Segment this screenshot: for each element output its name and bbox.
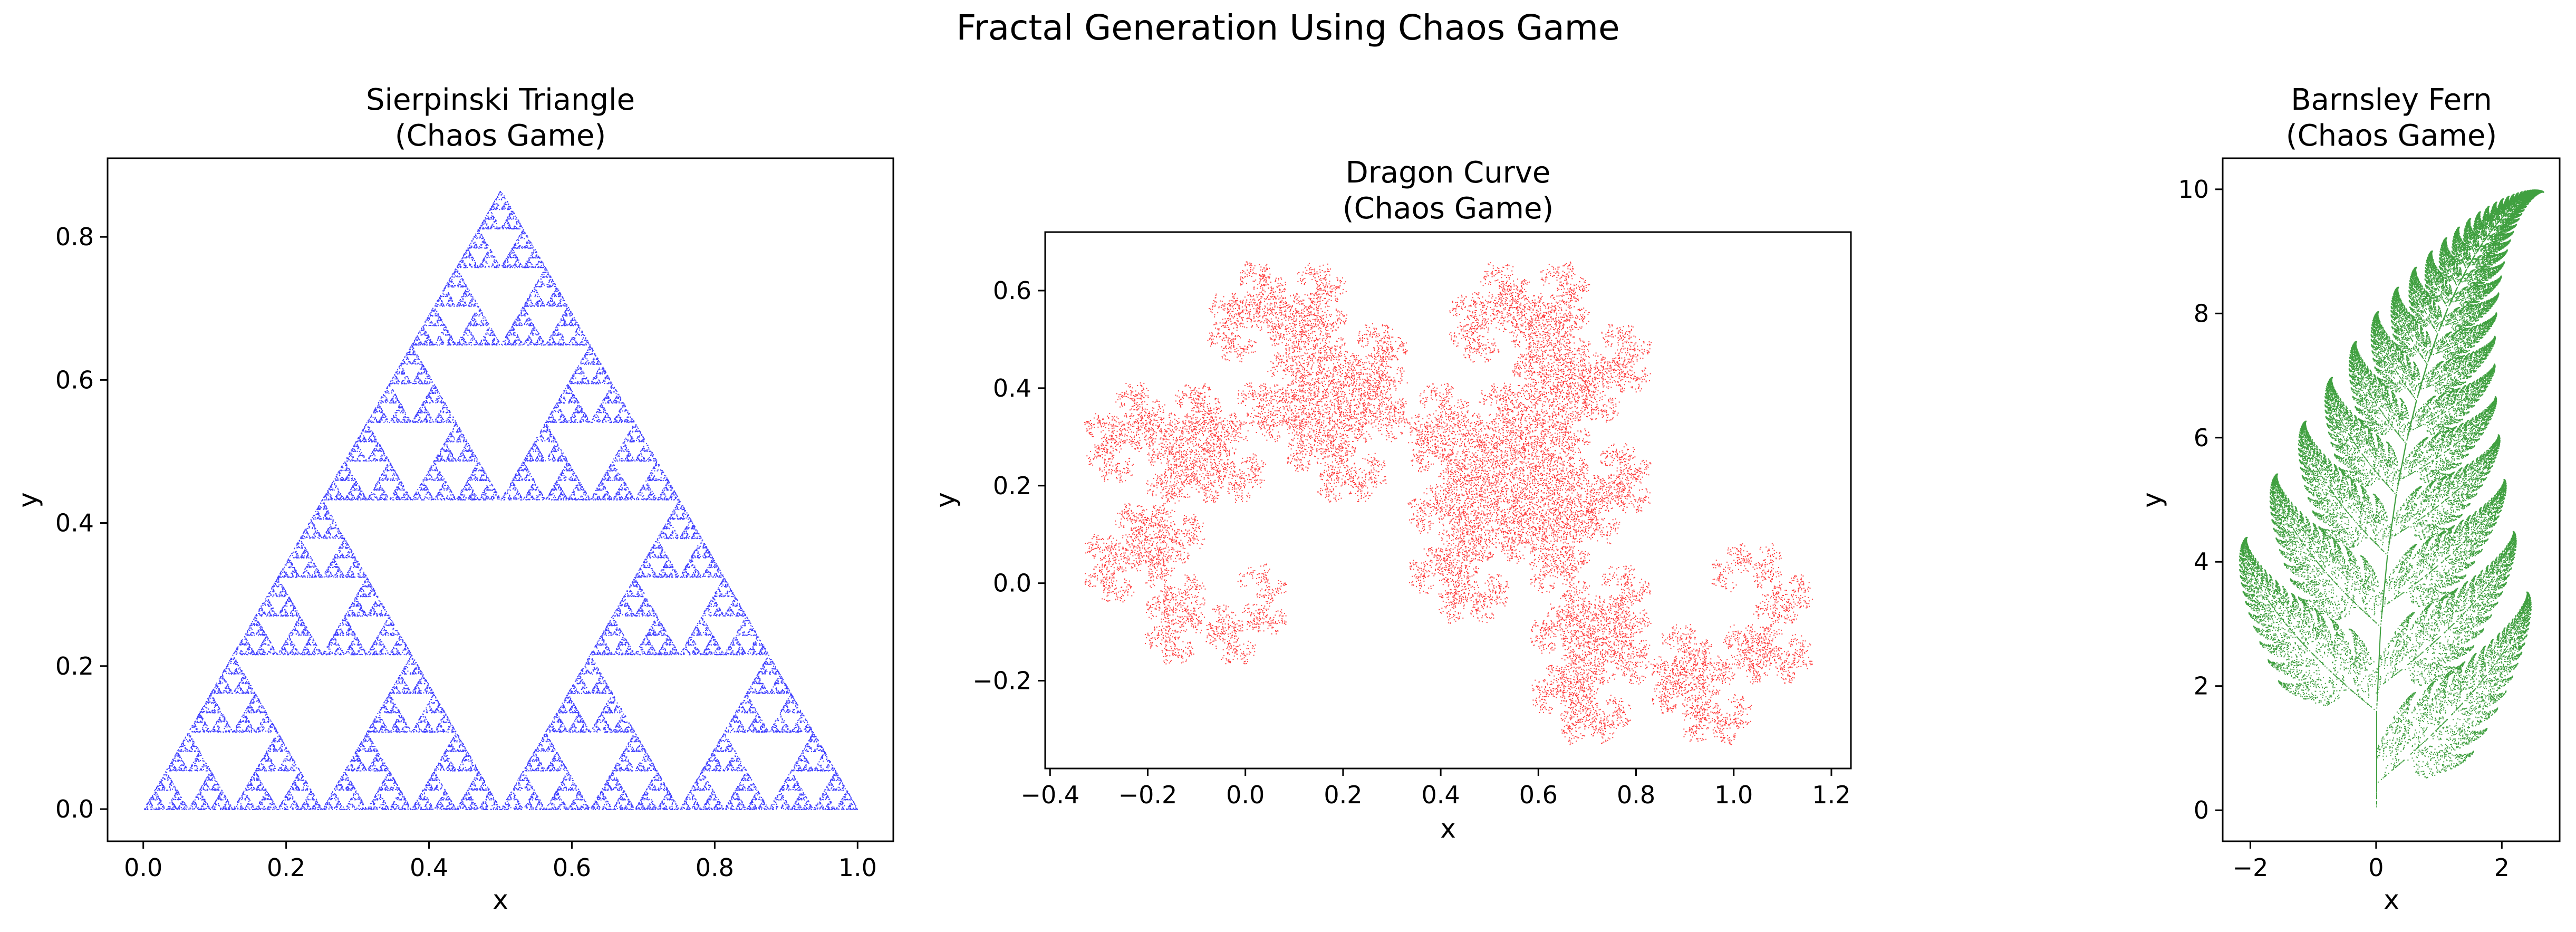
barnsley-point-cloud — [2239, 189, 2544, 808]
barnsley-x-axis-label: x — [2384, 885, 2399, 915]
dragon-y-axis-label: y — [930, 492, 961, 508]
x-tick-label: 0.6 — [553, 853, 591, 882]
x-tick-label: 0.6 — [1519, 781, 1558, 809]
x-tick-label: 0 — [2368, 853, 2384, 882]
sierpinski-x-ticks: 0.0 0.2 0.4 0.6 0.8 1.0 — [124, 841, 877, 882]
y-tick-label: 0.0 — [55, 795, 94, 823]
sierpinski-points — [144, 191, 858, 810]
y-tick-label: 0.2 — [993, 472, 1031, 500]
sierpinski-plot-frame — [107, 157, 894, 842]
dragon-y-ticks: −0.2 0.0 0.2 0.4 0.6 — [972, 276, 1045, 695]
y-tick-label: 0.2 — [55, 652, 94, 680]
x-tick-label: 1.0 — [1714, 781, 1753, 809]
x-tick-label: −0.2 — [1118, 781, 1178, 809]
sierpinski-x-axis-label: x — [493, 885, 508, 915]
y-tick-label: 0.4 — [993, 374, 1031, 402]
dragon-title-line1: Dragon Curve — [1346, 156, 1551, 190]
x-tick-label: 0.8 — [696, 853, 734, 882]
barnsley-y-axis-label: y — [2137, 492, 2167, 508]
y-tick-label: 0.8 — [55, 223, 94, 251]
sierpinski-title: Sierpinski Triangle (Chaos Game) — [366, 83, 635, 153]
y-tick-label: −0.2 — [972, 667, 1031, 695]
x-tick-label: −2 — [2233, 853, 2269, 882]
dragon-plot-frame — [1044, 231, 1852, 770]
x-tick-label: 0.8 — [1617, 781, 1655, 809]
y-tick-label: 8 — [2194, 299, 2209, 328]
x-tick-label: 1.2 — [1812, 781, 1850, 809]
dragon-x-axis-label: x — [1440, 813, 1456, 844]
dragon-panel: Dragon Curve (Chaos Game) −0.4 −0.2 0.0 0.2… — [930, 156, 1852, 844]
barnsley-title: Barnsley Fern (Chaos Game) — [2286, 83, 2497, 153]
y-tick-label: 0.6 — [55, 366, 94, 394]
y-tick-label: 10 — [2178, 175, 2209, 204]
figure-suptitle: Fractal Generation Using Chaos Game — [956, 7, 1620, 48]
x-tick-label: 0.0 — [124, 853, 162, 882]
dragon-title-line2: (Chaos Game) — [1343, 191, 1554, 226]
barnsley-title-line1: Barnsley Fern — [2291, 83, 2492, 117]
barnsley-x-ticks: −2 0 2 — [2233, 841, 2510, 882]
x-tick-label: 0.4 — [1422, 781, 1460, 809]
y-tick-label: 0.4 — [55, 509, 94, 537]
dragon-x-ticks: −0.4 −0.2 0.0 0.2 0.4 0.6 0.8 1.0 1.2 — [1020, 768, 1851, 809]
y-tick-label: 0.0 — [993, 569, 1031, 598]
x-tick-label: 0.2 — [1324, 781, 1362, 809]
barnsley-title-line2: (Chaos Game) — [2286, 119, 2497, 153]
y-tick-label: 6 — [2194, 424, 2209, 452]
sierpinski-point-cloud — [144, 191, 858, 810]
dragon-point-cloud — [1084, 261, 1813, 745]
y-tick-label: 2 — [2194, 672, 2209, 700]
y-tick-label: 0 — [2194, 796, 2209, 824]
sierpinski-y-axis-label: y — [13, 492, 43, 508]
y-tick-label: 4 — [2194, 547, 2209, 576]
x-tick-label: 1.0 — [838, 853, 877, 882]
sierpinski-panel: Sierpinski Triangle (Chaos Game) 0.0 0.2 0… — [13, 83, 894, 915]
sierpinski-y-ticks: 0.0 0.2 0.4 0.6 0.8 — [55, 223, 108, 823]
barnsley-plot-frame — [2222, 157, 2561, 842]
x-tick-label: −0.4 — [1020, 781, 1079, 809]
barnsley-panel: Barnsley Fern (Chaos Game) −2 0 2 0246810 … — [2137, 83, 2561, 915]
sierpinski-title-line1: Sierpinski Triangle — [366, 83, 635, 117]
x-tick-label: 0.0 — [1226, 781, 1265, 809]
barnsley-y-ticks: 0 2 4 6 8 10 — [2178, 175, 2223, 824]
sierpinski-title-line2: (Chaos Game) — [395, 119, 606, 153]
x-tick-label: 0.4 — [410, 853, 448, 882]
x-tick-label: 0.2 — [267, 853, 305, 882]
x-tick-label: 2 — [2494, 853, 2510, 882]
dragon-title: Dragon Curve (Chaos Game) — [1343, 156, 1554, 226]
dragon-points — [1084, 261, 1813, 745]
y-tick-label: 0.6 — [993, 276, 1031, 305]
barnsley-points — [2239, 189, 2544, 808]
